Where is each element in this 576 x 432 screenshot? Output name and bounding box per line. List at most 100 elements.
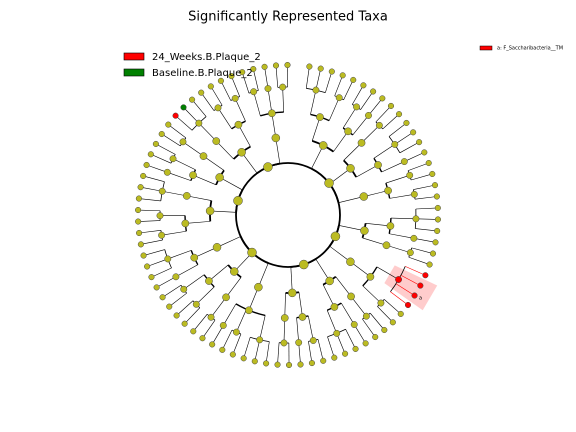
branch (253, 91, 261, 116)
taxon-node (231, 94, 239, 102)
taxon-node (156, 212, 164, 220)
branch (146, 164, 168, 173)
branch (210, 210, 237, 213)
branch (140, 186, 163, 192)
side-legend-swatch (479, 45, 493, 51)
taxon-node (309, 337, 317, 344)
taxon-node (190, 253, 199, 262)
taxon-node (324, 178, 334, 188)
branch (388, 122, 407, 137)
taxon-node (297, 361, 304, 368)
branch (156, 276, 177, 288)
taxon-node (353, 103, 360, 111)
branch (333, 131, 349, 152)
branch (375, 105, 392, 123)
branch (373, 144, 395, 159)
taxon-node (422, 272, 429, 279)
taxon-node (316, 113, 324, 121)
branch (138, 209, 161, 212)
branch (334, 75, 343, 96)
taxon-node (284, 61, 291, 69)
taxon-node (406, 171, 414, 179)
branch (238, 124, 251, 147)
taxon-node (144, 263, 151, 270)
branch (404, 152, 425, 162)
taxon-node (268, 109, 276, 118)
taxon-node (391, 140, 399, 148)
branch (350, 296, 367, 317)
taxon-node (395, 276, 402, 283)
branch (223, 303, 237, 326)
branch (362, 237, 387, 246)
legend-label: Baseline.B.Plaque_2 (152, 68, 253, 79)
taxon-node (234, 120, 243, 129)
taxon-node (335, 94, 343, 102)
taxon-node (135, 218, 142, 225)
branch (389, 233, 414, 239)
taxon-node (261, 63, 268, 70)
branch (193, 314, 208, 332)
branch (140, 239, 163, 245)
branch (353, 324, 366, 344)
branch (325, 71, 333, 93)
taxon-node (274, 361, 281, 368)
branch (328, 97, 340, 121)
taxon-node (140, 252, 147, 259)
taxon-node (433, 193, 440, 200)
taxon-node (135, 206, 142, 214)
taxon-node (295, 339, 303, 347)
branch (335, 276, 352, 297)
taxon-node (173, 312, 180, 319)
taxon-node (389, 319, 396, 326)
branch (377, 306, 394, 323)
branch (411, 247, 434, 254)
taxon-node (190, 328, 197, 335)
branch (405, 266, 426, 276)
branch (317, 339, 324, 361)
taxon-node (370, 88, 377, 95)
branch (315, 258, 330, 282)
taxon-node (140, 172, 147, 180)
branch (365, 222, 391, 227)
taxon-node (182, 192, 191, 200)
taxon-node (359, 192, 369, 201)
branch (408, 256, 430, 265)
branch (343, 142, 362, 161)
taxon-node (250, 88, 258, 96)
branch (376, 266, 399, 280)
branch (167, 250, 192, 260)
taxon-node (137, 184, 144, 191)
taxon-node (158, 187, 166, 195)
taxon-node (143, 161, 150, 169)
branch (254, 339, 260, 362)
taxon-node (366, 272, 375, 281)
branch (336, 333, 346, 354)
branch (345, 329, 356, 350)
branch (352, 115, 369, 136)
branch (407, 162, 429, 171)
branch (243, 337, 251, 359)
branch (198, 122, 217, 142)
taxon-node (350, 321, 358, 328)
taxon-node (179, 138, 187, 146)
branch (151, 267, 172, 278)
taxon-node (308, 360, 315, 367)
branch (411, 173, 433, 181)
branch (150, 154, 172, 164)
taxon-node (163, 168, 171, 176)
taxon-node (135, 195, 142, 202)
taxon-node (207, 313, 215, 321)
branch (183, 274, 205, 290)
branch (389, 194, 415, 199)
taxon-node (148, 274, 155, 281)
taxon-node (357, 139, 366, 147)
taxon-node (346, 257, 355, 267)
branch (162, 190, 187, 197)
taxon-node (365, 112, 372, 119)
taxon-node (136, 229, 143, 237)
branch (139, 230, 161, 234)
taxon-node (198, 89, 205, 96)
taxon-node (280, 314, 289, 322)
taxon-node (411, 292, 418, 299)
